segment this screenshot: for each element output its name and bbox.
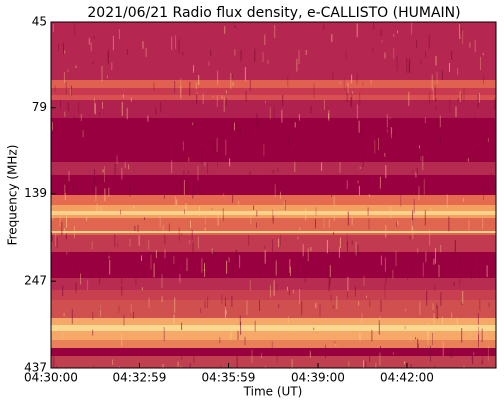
plot-frame <box>50 21 497 369</box>
x-axis-label: Time (UT) <box>243 385 303 399</box>
y-tick-label: 247 <box>24 274 47 288</box>
x-tick-label: 04:39:00 <box>291 371 345 385</box>
y-axis-label: Frequency (MHz) <box>6 145 20 246</box>
y-tick-label: 139 <box>24 186 47 200</box>
spectrogram-image <box>51 22 497 368</box>
x-tick-label: 04:35:59 <box>202 371 256 385</box>
x-tick-label: 04:30:00 <box>24 371 78 385</box>
x-tick-label: 04:42:00 <box>380 371 434 385</box>
y-tick-label: 79 <box>32 100 47 114</box>
y-tick-label: 45 <box>32 15 47 29</box>
y-tick-label: 437 <box>24 361 47 375</box>
x-tick-label: 04:32:59 <box>113 371 167 385</box>
chart-title: 2021/06/21 Radio flux density, e-CALLIST… <box>87 5 460 21</box>
